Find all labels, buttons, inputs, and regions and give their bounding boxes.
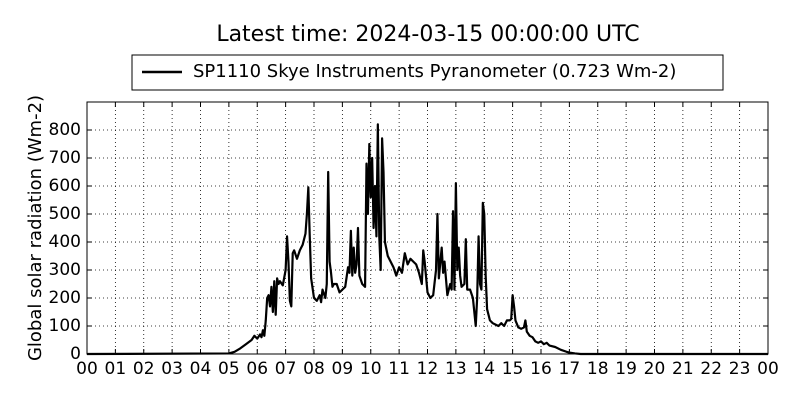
data-line	[86, 123, 768, 356]
plot-frame	[86, 101, 769, 355]
x-tick-label: 07	[275, 359, 297, 379]
x-tick-label: 09	[332, 359, 354, 379]
y-tick-label: 700	[49, 148, 81, 168]
y-tick-label: 0	[70, 344, 81, 364]
x-tick-label: 20	[644, 359, 666, 379]
y-tick-label: 200	[49, 288, 81, 308]
x-tick-label: 08	[303, 359, 325, 379]
x-tick-label: 14	[473, 359, 495, 379]
x-tick-label: 01	[105, 359, 127, 379]
y-tick-label: 300	[49, 260, 81, 280]
x-tick-label: 17	[559, 359, 581, 379]
x-tick-label: 23	[729, 359, 751, 379]
x-tick-label: 22	[700, 359, 722, 379]
x-tick-label: 13	[445, 359, 467, 379]
x-tick-label: 18	[587, 359, 609, 379]
x-tick-label: 21	[672, 359, 694, 379]
x-tick-label: 04	[190, 359, 212, 379]
x-tick-label: 05	[218, 359, 240, 379]
x-tick-label: 02	[133, 359, 155, 379]
x-tick-label: 03	[161, 359, 183, 379]
x-tick-label: 15	[502, 359, 524, 379]
legend: SP1110 Skye Instruments Pyranometer (0.7…	[131, 54, 724, 91]
x-tick-label: 11	[388, 359, 410, 379]
x-tick-label: 00	[76, 359, 98, 379]
x-tick-label: 10	[360, 359, 382, 379]
y-tick-label: 500	[49, 204, 81, 224]
x-tick-label: 16	[530, 359, 552, 379]
y-tick-label: 400	[49, 232, 81, 252]
x-tick-label: 12	[417, 359, 439, 379]
y-tick-label: 100	[49, 316, 81, 336]
chart-title: Latest time: 2024-03-15 00:00:00 UTC	[216, 22, 639, 47]
y-tick-label: 800	[49, 120, 81, 140]
legend-label: SP1110 Skye Instruments Pyranometer (0.7…	[193, 61, 676, 82]
y-tick-label: 600	[49, 176, 81, 196]
x-tick-label: 06	[246, 359, 268, 379]
legend-box	[131, 54, 724, 91]
x-tick-label: 19	[615, 359, 637, 379]
x-tick-label: 00	[757, 359, 779, 379]
y-axis-label: Global solar radiation (Wm-2)	[25, 95, 46, 361]
